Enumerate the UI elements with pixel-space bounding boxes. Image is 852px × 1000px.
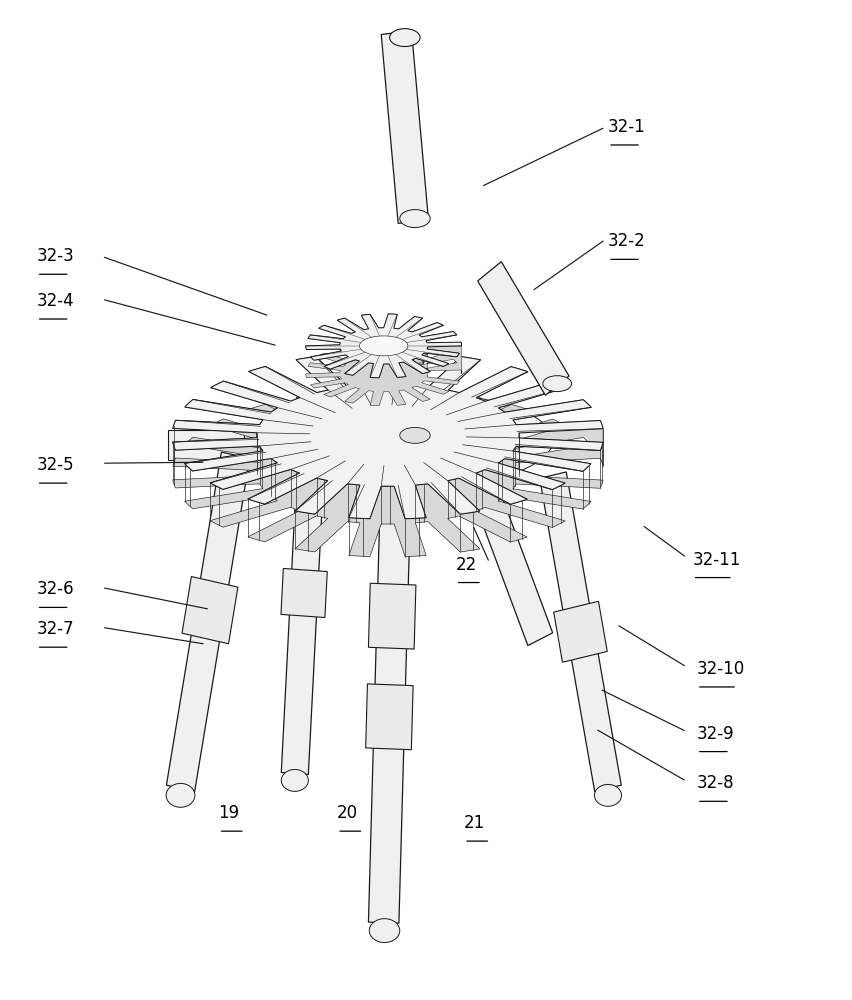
Polygon shape <box>368 465 412 923</box>
Text: 32-8: 32-8 <box>697 774 734 792</box>
Ellipse shape <box>166 783 195 807</box>
Text: 32-7: 32-7 <box>37 620 74 638</box>
Text: 32-6: 32-6 <box>37 580 74 598</box>
Text: 20: 20 <box>337 804 358 822</box>
Ellipse shape <box>400 210 430 228</box>
Ellipse shape <box>389 29 420 47</box>
Polygon shape <box>256 392 553 489</box>
Polygon shape <box>368 583 416 649</box>
Polygon shape <box>469 474 553 646</box>
Ellipse shape <box>595 784 621 806</box>
Text: 32-1: 32-1 <box>608 118 646 136</box>
Polygon shape <box>281 568 327 618</box>
Ellipse shape <box>281 769 308 791</box>
Polygon shape <box>306 314 462 406</box>
Text: 19: 19 <box>219 804 239 822</box>
Polygon shape <box>306 314 462 378</box>
Text: 32-5: 32-5 <box>37 456 74 474</box>
Text: 32-11: 32-11 <box>693 551 741 569</box>
Polygon shape <box>381 31 429 223</box>
Text: 32-10: 32-10 <box>697 660 746 678</box>
Polygon shape <box>478 262 569 395</box>
Polygon shape <box>539 472 621 792</box>
Ellipse shape <box>365 339 402 353</box>
Text: 32-2: 32-2 <box>608 232 646 250</box>
Polygon shape <box>166 452 250 792</box>
Text: 32-4: 32-4 <box>37 292 74 310</box>
Ellipse shape <box>400 427 430 443</box>
Polygon shape <box>182 577 238 644</box>
Polygon shape <box>281 444 325 774</box>
Ellipse shape <box>369 919 400 943</box>
Text: 21: 21 <box>464 814 486 832</box>
Polygon shape <box>366 684 413 750</box>
Text: 32-9: 32-9 <box>697 725 734 743</box>
Polygon shape <box>173 352 603 519</box>
Text: 22: 22 <box>456 556 477 574</box>
Polygon shape <box>173 352 603 557</box>
Polygon shape <box>168 430 244 460</box>
Polygon shape <box>554 601 607 662</box>
Ellipse shape <box>543 376 572 392</box>
Polygon shape <box>360 336 408 356</box>
Text: 32-3: 32-3 <box>37 247 74 265</box>
